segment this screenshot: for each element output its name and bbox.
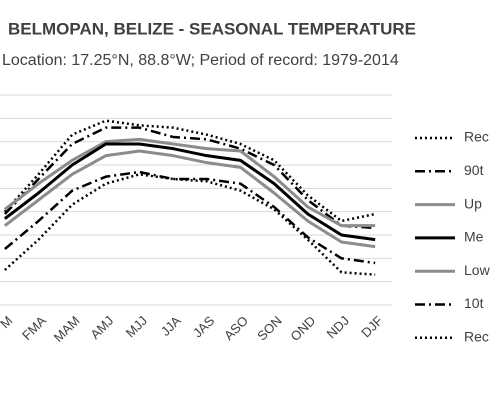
x-tick-label: M <box>0 313 15 331</box>
x-tick-label: OND <box>287 313 318 344</box>
series-line <box>3 137 376 228</box>
series-line <box>3 149 376 249</box>
series-line <box>3 142 376 242</box>
x-tick-label: SON <box>254 313 285 344</box>
x-tick-label: FMA <box>19 313 49 343</box>
series-line <box>3 119 376 223</box>
x-tick-label: JAS <box>190 313 218 341</box>
legend-label: Up <box>464 195 482 211</box>
chart-title: BELMOPAN, BELIZE - SEASONAL TEMPERATURE <box>8 19 416 38</box>
x-tick-label: MAM <box>51 313 83 345</box>
series-line <box>3 173 376 276</box>
x-tick-label: DJF <box>358 313 385 340</box>
x-tick-label: ASO <box>221 313 251 343</box>
legend-label: Low <box>464 262 491 278</box>
x-tick-label: AMJ <box>87 313 116 342</box>
x-tick-label: JJA <box>158 313 184 339</box>
x-tick-label: MJJ <box>123 313 150 340</box>
legend-label: Rec <box>464 129 489 145</box>
legend-label: 90t <box>464 162 484 178</box>
chart-subtitle: Location: 17.25°N, 88.8°W; Period of rec… <box>2 52 399 69</box>
legend-label: Me <box>464 229 484 245</box>
legend-label: Rec <box>464 329 489 345</box>
series-line <box>3 126 376 230</box>
series-line <box>4 170 376 265</box>
x-tick-label: NDJ <box>324 313 352 341</box>
legend-label: 10t <box>464 295 484 311</box>
